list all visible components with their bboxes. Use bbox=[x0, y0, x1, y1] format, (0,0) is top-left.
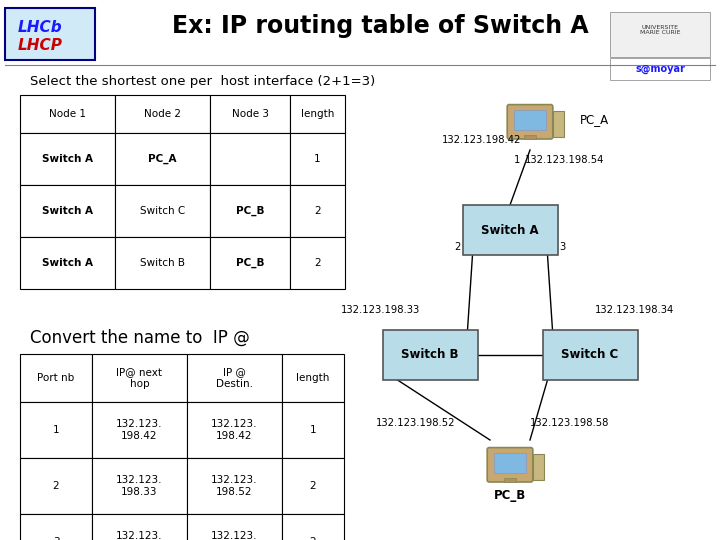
Bar bbox=[542, 330, 637, 380]
Bar bbox=[282, 514, 344, 540]
Text: UNIVERSITE
MARIE CURIE: UNIVERSITE MARIE CURIE bbox=[640, 25, 680, 36]
Bar bbox=[290, 95, 345, 133]
Text: 1: 1 bbox=[514, 155, 521, 165]
Text: 132.123.198.58: 132.123.198.58 bbox=[530, 418, 609, 428]
Text: 132.123.198.54: 132.123.198.54 bbox=[525, 155, 604, 165]
Bar bbox=[290, 185, 345, 237]
Bar bbox=[115, 133, 210, 185]
Text: IP @
Destin.: IP @ Destin. bbox=[216, 367, 253, 389]
Bar bbox=[92, 402, 187, 458]
Bar bbox=[610, 12, 710, 57]
Text: 132.123.198.33: 132.123.198.33 bbox=[341, 305, 420, 315]
Text: length: length bbox=[301, 109, 334, 119]
Text: 2: 2 bbox=[314, 206, 321, 216]
Bar bbox=[187, 514, 282, 540]
Text: Switch C: Switch C bbox=[140, 206, 185, 216]
Bar bbox=[187, 402, 282, 458]
Bar bbox=[20, 458, 92, 514]
Bar bbox=[92, 458, 187, 514]
Bar bbox=[20, 95, 115, 133]
Text: 132.123.
198.42: 132.123. 198.42 bbox=[211, 419, 258, 441]
Bar bbox=[20, 237, 115, 289]
Text: Switch A: Switch A bbox=[42, 154, 93, 164]
Text: Switch A: Switch A bbox=[42, 258, 93, 268]
Text: 132.123.198.42: 132.123.198.42 bbox=[442, 135, 521, 145]
Text: LHCP: LHCP bbox=[18, 37, 63, 52]
Bar bbox=[115, 185, 210, 237]
Text: 2: 2 bbox=[310, 537, 316, 540]
Bar bbox=[382, 330, 477, 380]
Bar bbox=[290, 237, 345, 289]
Text: PC_B: PC_B bbox=[235, 206, 264, 216]
Bar bbox=[115, 237, 210, 289]
Text: LHCb: LHCb bbox=[18, 19, 63, 35]
Text: 1: 1 bbox=[310, 425, 316, 435]
Bar bbox=[20, 402, 92, 458]
Text: PC_A: PC_A bbox=[148, 154, 176, 164]
Text: PC_B: PC_B bbox=[235, 258, 264, 268]
Text: Node 1: Node 1 bbox=[49, 109, 86, 119]
Text: 132.123.
198.52: 132.123. 198.52 bbox=[211, 475, 258, 497]
Text: 132.123.198.52: 132.123.198.52 bbox=[376, 418, 455, 428]
Bar bbox=[282, 402, 344, 458]
Text: 2: 2 bbox=[454, 242, 461, 252]
Text: 132.123.
198.42: 132.123. 198.42 bbox=[116, 419, 163, 441]
Bar bbox=[553, 111, 564, 137]
Text: Node 3: Node 3 bbox=[232, 109, 269, 119]
Bar bbox=[282, 458, 344, 514]
Text: 2: 2 bbox=[314, 258, 321, 268]
Text: Switch A: Switch A bbox=[42, 206, 93, 216]
Text: IP@ next
hop: IP@ next hop bbox=[117, 367, 163, 389]
FancyBboxPatch shape bbox=[487, 448, 533, 482]
Bar bbox=[20, 185, 115, 237]
Bar bbox=[610, 58, 710, 80]
Text: 132.123.198.34: 132.123.198.34 bbox=[595, 305, 674, 315]
Bar bbox=[533, 454, 544, 480]
Text: 2: 2 bbox=[53, 481, 59, 491]
Bar bbox=[462, 205, 557, 255]
Bar bbox=[210, 185, 290, 237]
Bar bbox=[210, 133, 290, 185]
Text: 2: 2 bbox=[310, 481, 316, 491]
Text: Switch B: Switch B bbox=[401, 348, 459, 361]
Text: 1: 1 bbox=[53, 425, 59, 435]
Bar bbox=[210, 237, 290, 289]
Bar bbox=[20, 133, 115, 185]
Text: PC_B: PC_B bbox=[494, 489, 526, 503]
Bar bbox=[92, 514, 187, 540]
Bar bbox=[504, 478, 516, 482]
Text: Node 2: Node 2 bbox=[144, 109, 181, 119]
Bar bbox=[187, 458, 282, 514]
Text: length: length bbox=[297, 373, 330, 383]
Bar bbox=[187, 354, 282, 402]
Text: 132.123.
198.58: 132.123. 198.58 bbox=[211, 531, 258, 540]
Text: 132.123.
198.33: 132.123. 198.33 bbox=[116, 475, 163, 497]
Text: Select the shortest one per  host interface (2+1=3): Select the shortest one per host interfa… bbox=[30, 76, 375, 89]
Text: Ex: IP routing table of Switch A: Ex: IP routing table of Switch A bbox=[171, 14, 588, 38]
Text: 3: 3 bbox=[559, 242, 566, 252]
Bar bbox=[20, 354, 92, 402]
Text: 1: 1 bbox=[314, 154, 321, 164]
Text: Port nb: Port nb bbox=[37, 373, 75, 383]
Bar bbox=[210, 95, 290, 133]
Bar bbox=[495, 453, 526, 473]
Text: s@moyar: s@moyar bbox=[635, 64, 685, 74]
Bar bbox=[20, 514, 92, 540]
Bar bbox=[514, 110, 546, 130]
Text: 132.123.
198.34: 132.123. 198.34 bbox=[116, 531, 163, 540]
Text: PC_A: PC_A bbox=[580, 113, 609, 126]
Bar bbox=[282, 354, 344, 402]
Text: 3: 3 bbox=[53, 537, 59, 540]
Bar bbox=[290, 133, 345, 185]
FancyBboxPatch shape bbox=[507, 105, 553, 139]
Bar bbox=[92, 354, 187, 402]
Text: Switch C: Switch C bbox=[562, 348, 618, 361]
Text: Switch A: Switch A bbox=[481, 224, 539, 237]
Text: Switch B: Switch B bbox=[140, 258, 185, 268]
Text: Convert the name to  IP @: Convert the name to IP @ bbox=[30, 329, 250, 347]
Bar bbox=[523, 135, 536, 139]
Bar bbox=[5, 8, 95, 60]
Bar bbox=[115, 95, 210, 133]
